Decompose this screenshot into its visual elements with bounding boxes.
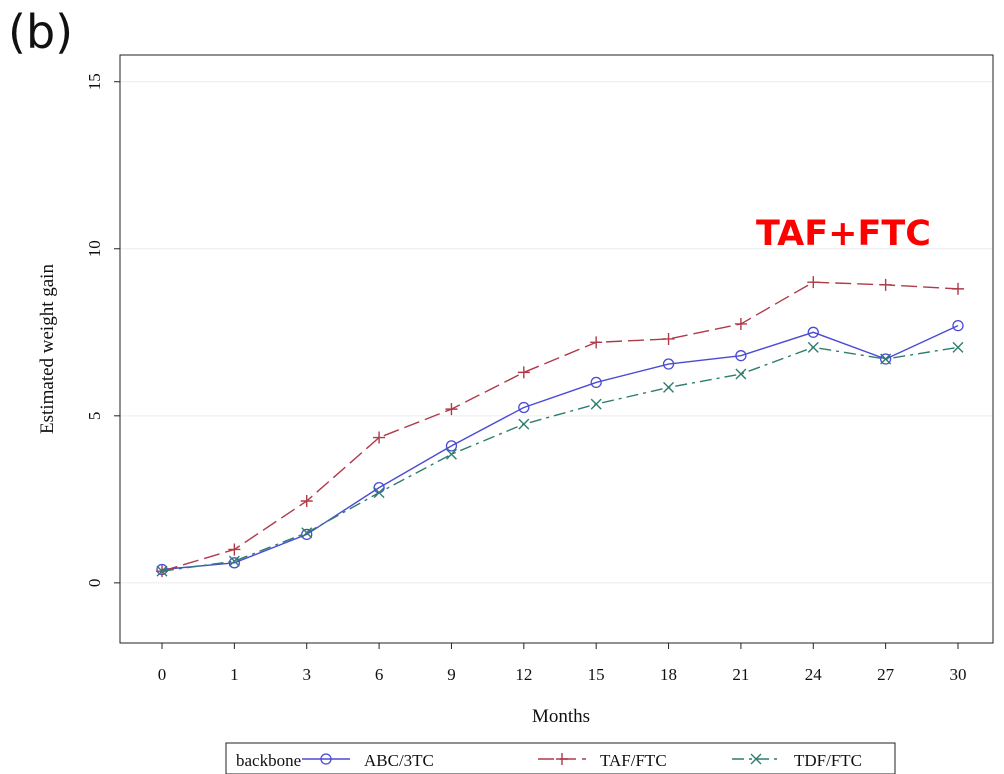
legend-entry: TAF/FTC — [538, 751, 667, 770]
data-point — [518, 401, 530, 414]
data-point — [663, 381, 675, 393]
data-point — [590, 336, 603, 349]
data-point — [807, 326, 819, 338]
data-point — [880, 353, 892, 365]
x-tick-label: 27 — [877, 665, 895, 684]
data-point — [300, 495, 313, 508]
y-tick-label: 0 — [85, 579, 104, 588]
legend-marker — [556, 753, 568, 765]
x-tick-label: 30 — [950, 665, 967, 684]
data-point — [590, 376, 602, 389]
data-point — [445, 440, 458, 452]
data-point — [735, 368, 747, 380]
data-point — [662, 358, 675, 370]
series-layer — [156, 276, 964, 578]
series-abc-3tc — [156, 319, 964, 576]
data-point — [734, 317, 747, 330]
data-point — [445, 448, 457, 460]
x-tick-label: 12 — [515, 665, 532, 684]
legend: backbone ABC/3TC TAF/FTC TDF/FTC — [225, 742, 896, 774]
legend-marker — [750, 753, 762, 765]
legend-label: ABC/3TC — [364, 751, 434, 770]
data-point — [952, 282, 964, 295]
data-point — [373, 487, 385, 499]
plot-frame — [119, 54, 994, 644]
panel-label: (b) — [8, 5, 73, 59]
x-tick-label: 24 — [805, 665, 823, 684]
data-point — [807, 276, 820, 289]
x-axis: 0 1 3 6 9 12 15 18 21 24 27 30 — [158, 643, 967, 684]
series-line — [161, 281, 959, 572]
legend-marker — [320, 753, 332, 765]
data-point — [517, 366, 530, 379]
series-taf-ftc — [156, 276, 964, 578]
series-line — [161, 346, 959, 572]
x-tick-label: 3 — [302, 665, 311, 684]
series-annotation: TAF+FTC — [756, 214, 931, 254]
legend-entry: TDF/FTC — [732, 751, 862, 770]
x-tick-label: 21 — [732, 665, 749, 684]
legend-label: TDF/FTC — [794, 751, 862, 770]
data-point — [952, 319, 964, 332]
data-point — [879, 353, 892, 365]
y-axis: 0 5 10 15 — [85, 73, 120, 587]
legend-entry: ABC/3TC — [302, 751, 434, 770]
series-tdf-ftc — [156, 341, 964, 577]
data-point — [373, 431, 386, 444]
y-tick-label: 5 — [85, 412, 104, 421]
y-axis-title: Estimated weight gain — [37, 264, 58, 434]
data-point — [156, 565, 168, 577]
data-point — [807, 341, 819, 353]
x-tick-label: 15 — [588, 665, 605, 684]
data-point — [301, 527, 313, 539]
x-tick-label: 0 — [158, 665, 167, 684]
data-point — [228, 555, 240, 567]
x-tick-label: 9 — [447, 665, 456, 684]
data-point — [952, 341, 964, 353]
legend-label: TAF/FTC — [600, 751, 667, 770]
x-tick-label: 18 — [660, 665, 677, 684]
y-tick-label: 15 — [85, 73, 104, 90]
x-axis-title: Months — [532, 706, 590, 727]
data-point — [301, 528, 313, 541]
x-tick-label: 6 — [375, 665, 384, 684]
data-point — [590, 398, 602, 410]
data-point — [228, 543, 241, 556]
data-point — [879, 278, 892, 291]
x-tick-label: 1 — [230, 665, 239, 684]
data-point — [445, 403, 458, 416]
series-line — [161, 324, 959, 571]
legend-title: backbone — [236, 751, 301, 770]
data-point — [518, 418, 530, 430]
data-point — [228, 557, 241, 569]
data-point — [735, 350, 747, 362]
grid — [120, 81, 993, 584]
y-tick-label: 10 — [85, 240, 104, 257]
data-point — [662, 332, 675, 345]
